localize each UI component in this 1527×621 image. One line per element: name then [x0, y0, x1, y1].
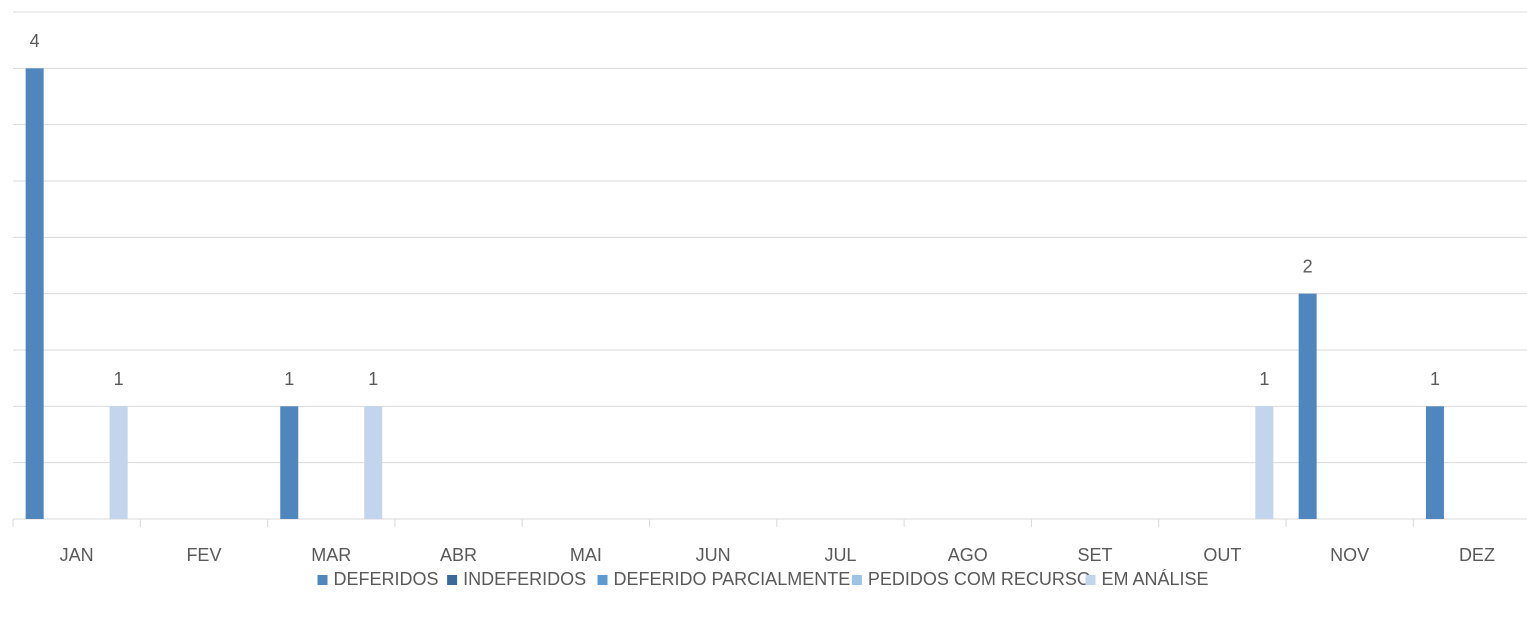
- data-label: 1: [1259, 369, 1269, 389]
- legend-swatch: [317, 575, 328, 585]
- x-tick-label: JUL: [824, 545, 856, 565]
- bar: [1298, 293, 1317, 519]
- data-label: 2: [1303, 256, 1313, 276]
- x-tick-label: JUN: [696, 545, 731, 565]
- x-tick-label: NOV: [1330, 545, 1369, 565]
- legend-label: EM ANÁLISE: [1102, 569, 1209, 589]
- legend-swatch: [851, 575, 862, 585]
- bar: [25, 68, 44, 519]
- legend-swatch: [597, 575, 608, 585]
- legend-label: DEFERIDO PARCIALMENTE: [614, 569, 851, 589]
- x-tick-label: SET: [1078, 545, 1113, 565]
- x-tick-label: MAI: [570, 545, 602, 565]
- x-tick-label: DEZ: [1459, 545, 1495, 565]
- data-label: 4: [30, 31, 40, 51]
- x-tick-label: AGO: [948, 545, 988, 565]
- legend-label: DEFERIDOS: [334, 569, 439, 589]
- legend-swatch: [1085, 575, 1096, 585]
- x-tick-label: MAR: [311, 545, 351, 565]
- data-label: 1: [284, 369, 294, 389]
- bar: [280, 406, 299, 519]
- x-tick-label: JAN: [60, 545, 94, 565]
- bar: [364, 406, 383, 519]
- legend-swatch: [447, 575, 458, 585]
- legend-label: INDEFERIDOS: [463, 569, 586, 589]
- bar: [1255, 406, 1274, 519]
- legend-label: PEDIDOS COM RECURSO: [868, 569, 1091, 589]
- bar: [109, 406, 128, 519]
- x-tick-label: FEV: [186, 545, 221, 565]
- data-label: 1: [368, 369, 378, 389]
- data-label: 1: [114, 369, 124, 389]
- data-label: 1: [1430, 369, 1440, 389]
- bar: [1425, 406, 1444, 519]
- x-tick-label: OUT: [1203, 545, 1241, 565]
- x-tick-label: ABR: [440, 545, 477, 565]
